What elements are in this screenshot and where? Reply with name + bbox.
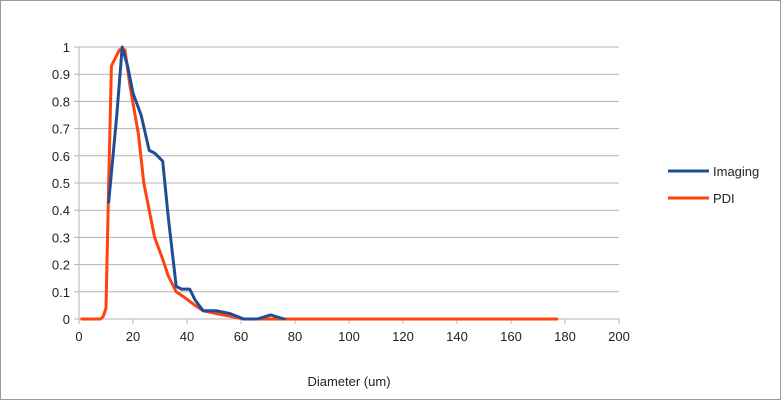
x-tick-label-2: 40	[180, 329, 194, 344]
y-tick-label-0: 0	[63, 312, 70, 327]
y-tick-label-1: 0.1	[52, 285, 70, 300]
series-lines	[80, 45, 559, 321]
y-tick-label-10: 1	[63, 40, 70, 55]
y-tick-label-7: 0.7	[52, 122, 70, 137]
y-tick-label-9: 0.9	[52, 67, 70, 82]
legend-label-pdi: PDI	[713, 191, 735, 206]
x-tick-label-3: 60	[234, 329, 248, 344]
y-tick-label-6: 0.6	[52, 149, 70, 164]
series-line-imaging	[107, 45, 286, 321]
x-tick-label-10: 200	[608, 329, 630, 344]
series-line-pdi	[80, 48, 559, 321]
x-tick-label-6: 120	[392, 329, 414, 344]
x-tick-label-1: 20	[126, 329, 140, 344]
tick-labels: 0 20 40 60 80 100 120 140 160 180 200 0 0.1 0.2 0.3 0.4…	[52, 40, 630, 344]
x-tick-label-7: 140	[446, 329, 468, 344]
y-tick-label-5: 0.5	[52, 176, 70, 191]
axes	[74, 46, 620, 324]
legend: Imaging PDI	[668, 164, 759, 206]
x-tick-label-8: 160	[500, 329, 522, 344]
x-tick-label-5: 100	[338, 329, 360, 344]
legend-label-imaging: Imaging	[713, 164, 759, 179]
x-tick-label-0: 0	[75, 329, 82, 344]
x-tick-label-4: 80	[288, 329, 302, 344]
y-tick-label-8: 0.8	[52, 94, 70, 109]
y-tick-label-3: 0.3	[52, 230, 70, 245]
y-tick-label-2: 0.2	[52, 258, 70, 273]
y-tick-label-4: 0.4	[52, 203, 70, 218]
x-axis-title: Diameter (um)	[307, 374, 390, 389]
x-tick-label-9: 180	[554, 329, 576, 344]
